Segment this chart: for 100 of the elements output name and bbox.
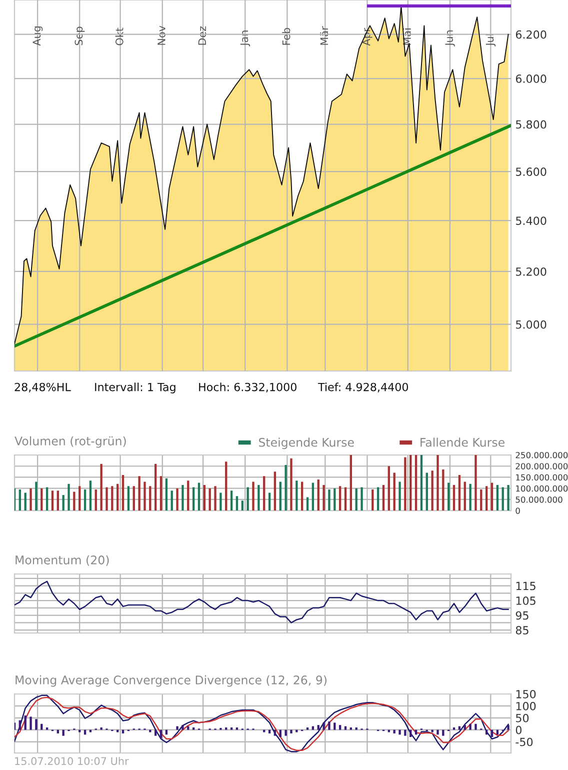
bar [116, 484, 119, 511]
bar [279, 730, 282, 737]
bar [404, 457, 406, 511]
y-tick-label: 115 [516, 582, 536, 590]
bar [474, 455, 477, 511]
bar [192, 487, 195, 511]
bar [355, 727, 358, 730]
bar [208, 488, 211, 511]
bar [225, 727, 228, 730]
bar [442, 469, 444, 511]
bar [24, 716, 26, 730]
y-tick-label: 95 [516, 611, 528, 620]
bar [122, 730, 124, 734]
bar [398, 730, 401, 735]
y-tick-label: 50 [516, 714, 529, 722]
bar [40, 724, 43, 730]
bar [220, 492, 222, 511]
bar [230, 490, 233, 511]
bar [24, 492, 26, 511]
bar [18, 489, 22, 511]
bar [56, 490, 59, 511]
bar [382, 485, 385, 511]
bar [182, 485, 184, 511]
bar [290, 458, 292, 511]
bar [393, 472, 396, 511]
bar [40, 488, 43, 511]
bar [51, 490, 54, 511]
chart-title: Volumen (rot-grün) [14, 436, 126, 448]
bar [360, 487, 363, 511]
y-tick-label: 5.600 [516, 168, 546, 176]
bar [236, 727, 238, 730]
bar [203, 485, 206, 511]
bar [344, 487, 347, 511]
bar [469, 484, 472, 511]
bar [393, 730, 396, 734]
bar [306, 497, 309, 511]
bar [420, 455, 423, 511]
bar [334, 722, 336, 730]
bar [404, 730, 406, 736]
text: 15.07.2010 10:07 Uhr [15, 756, 129, 766]
bar [187, 726, 190, 730]
bar [68, 484, 70, 511]
bar [414, 455, 418, 511]
bar [426, 472, 428, 511]
bar [284, 465, 287, 511]
bar [56, 730, 59, 734]
y-tick-label: 150.000.000 [516, 474, 568, 481]
bar [431, 470, 434, 511]
x-tick-label: Sep [74, 26, 85, 46]
bar [268, 492, 271, 511]
y-tick-label: 100 [516, 702, 536, 710]
bar [312, 482, 314, 511]
bar [410, 730, 412, 737]
bar [144, 482, 146, 511]
bar [328, 721, 330, 730]
bar [73, 492, 76, 511]
y-tick-label: 5.000 [516, 320, 546, 329]
bar [474, 724, 477, 730]
chart-title: Momentum (20) [16, 555, 109, 566]
bar [246, 487, 249, 511]
bar [214, 486, 216, 511]
bar [469, 724, 472, 730]
bar [46, 727, 48, 730]
bar [284, 730, 287, 736]
bar [236, 496, 238, 511]
bar [122, 475, 124, 511]
bar [322, 722, 325, 730]
bar [274, 472, 276, 511]
bar [132, 486, 135, 511]
bar [89, 480, 92, 511]
x-tick-label: Aug [32, 26, 43, 46]
bar [84, 489, 86, 511]
y-tick-label: -50 [516, 738, 533, 746]
y-tick-label: 200.000.000 [516, 463, 568, 470]
bar [398, 482, 401, 511]
bar [165, 478, 168, 511]
bar [338, 486, 342, 511]
y-tick-label: 0 [516, 726, 522, 734]
bar [312, 726, 314, 730]
line-series [14, 580, 509, 624]
text: Intervall: 1 Tag [95, 382, 176, 394]
bar [154, 464, 157, 511]
bar [328, 489, 330, 511]
bar [431, 730, 434, 732]
y-tick-label: 50.000.000 [516, 496, 562, 503]
bar [448, 482, 450, 511]
bar [296, 480, 298, 511]
bar [154, 730, 157, 736]
bar [452, 727, 456, 730]
bar [464, 725, 466, 730]
bar [344, 726, 347, 730]
bar [176, 488, 178, 511]
bar [290, 730, 292, 734]
bar [458, 475, 461, 511]
bar [502, 487, 504, 511]
bar [100, 464, 102, 511]
bar [138, 476, 140, 511]
y-tick-label: 100.000.000 [516, 485, 568, 492]
bar [30, 716, 32, 730]
bar [436, 455, 439, 511]
